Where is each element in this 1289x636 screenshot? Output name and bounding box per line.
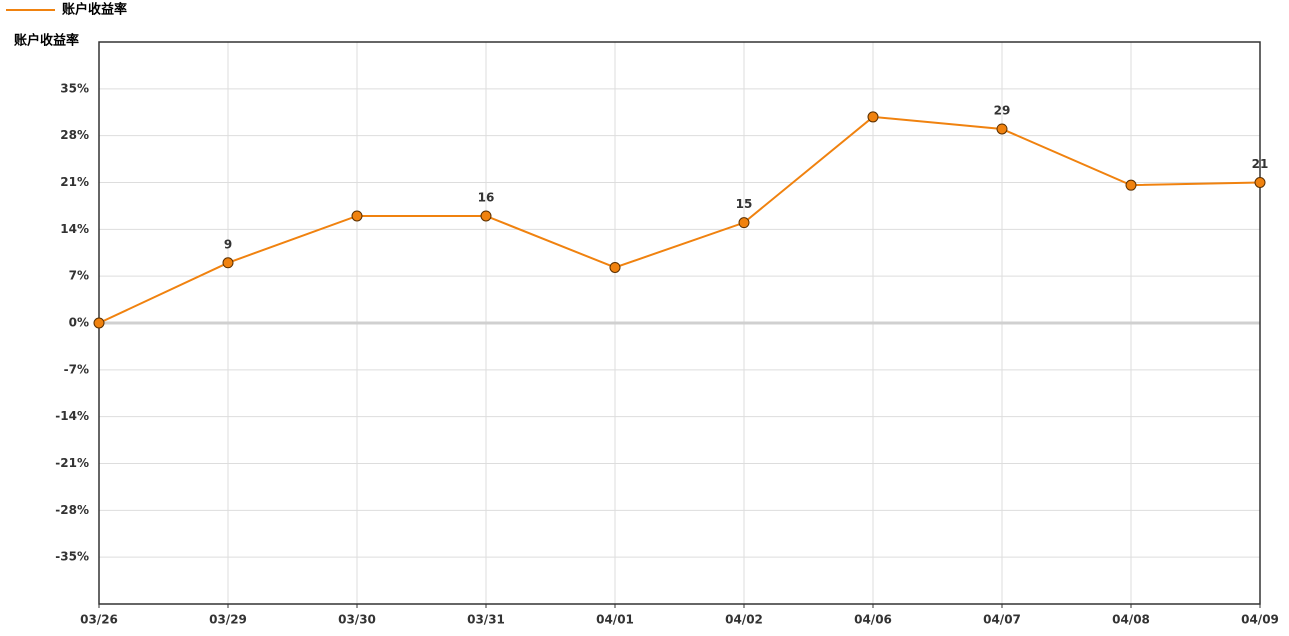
x-tick-label: 03/31 (467, 613, 505, 627)
legend-label: 账户收益率 (62, 2, 127, 18)
data-point (93, 317, 105, 329)
data-label: 21 (1252, 157, 1269, 171)
x-tick-label: 04/01 (596, 613, 634, 627)
y-tick-label: 14% (60, 222, 89, 236)
data-point (1125, 179, 1137, 191)
data-label: 29 (994, 103, 1011, 117)
x-tick-label: 03/29 (209, 613, 247, 627)
data-label: 9 (224, 237, 232, 251)
y-tick-label: -21% (55, 456, 89, 470)
data-point (738, 217, 750, 229)
x-tick-label: 03/30 (338, 613, 376, 627)
y-tick-label: 28% (60, 128, 89, 142)
y-tick-label: 7% (69, 269, 89, 283)
x-tick-label: 04/02 (725, 613, 763, 627)
data-point (609, 261, 621, 273)
y-tick-label: 21% (60, 175, 89, 189)
data-label: 15 (736, 197, 753, 211)
x-tick-label: 03/26 (80, 613, 118, 627)
data-label: 16 (478, 190, 495, 204)
data-point (867, 111, 879, 123)
y-tick-label: -35% (55, 550, 89, 564)
x-tick-label: 04/06 (854, 613, 892, 627)
y-tick-label: -7% (64, 362, 89, 376)
x-tick-label: 04/08 (1112, 613, 1150, 627)
y-tick-label: -28% (55, 503, 89, 517)
data-point (351, 210, 363, 222)
x-tick-label: 04/09 (1241, 613, 1279, 627)
y-tick-label: 0% (69, 316, 89, 330)
x-tick-label: 04/07 (983, 613, 1021, 627)
y-axis-title: 账户收益率 (14, 33, 79, 49)
data-point (480, 210, 492, 222)
data-point (222, 257, 234, 269)
y-tick-label: -14% (55, 409, 89, 423)
y-tick-label: 35% (60, 81, 89, 95)
series-line (98, 115, 1261, 324)
data-point (996, 123, 1008, 135)
data-point (1254, 177, 1266, 188)
